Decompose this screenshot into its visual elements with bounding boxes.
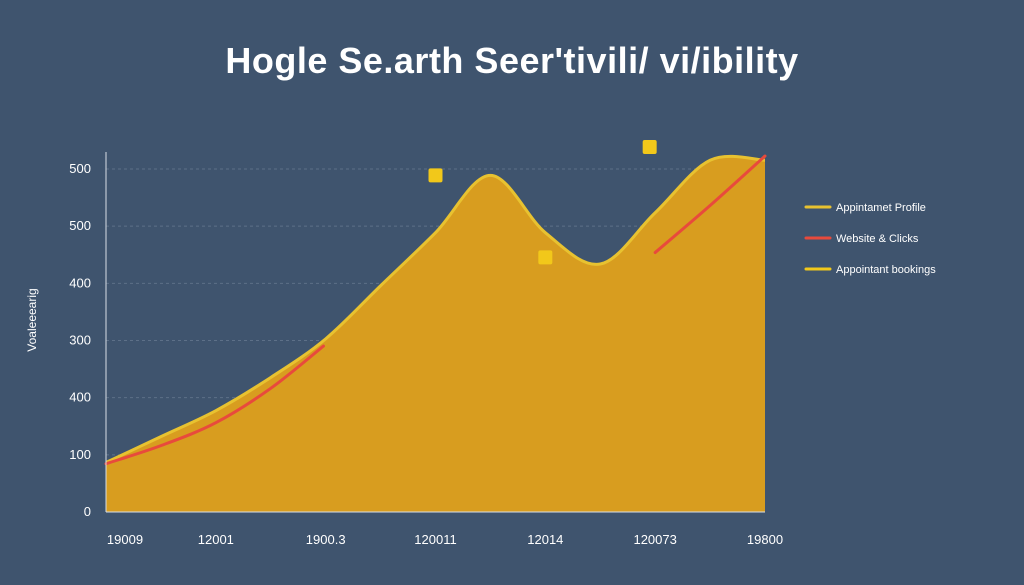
y-tick-labels: 0 100 400 300 400 500 500: [69, 161, 91, 519]
data-point-marker: [538, 250, 553, 265]
y-tick-label: 500: [69, 218, 91, 233]
line-segment-0: [104, 344, 325, 466]
legend-label: Website & Clicks: [836, 233, 919, 245]
x-tick-label: 19800: [747, 532, 783, 547]
data-point-marker: [428, 168, 443, 183]
y-tick-label: 500: [69, 161, 91, 176]
chart-title: Hogle Se.arth Seer'tivili/ vi/ibility: [225, 40, 799, 81]
x-tick-label: 12014: [527, 532, 563, 547]
y-tick-label: 400: [69, 275, 91, 290]
x-tick-label: 19009: [107, 532, 143, 547]
y-tick-label: 0: [84, 504, 91, 519]
data-point-marker: [642, 139, 657, 154]
area-fill-series-0: [106, 156, 765, 512]
legend: Appintamet Profile Website & Clicks Appoin…: [804, 202, 936, 276]
y-tick-label: 400: [69, 390, 91, 405]
x-tick-label: 120073: [633, 532, 676, 547]
x-tick-label: 12001: [198, 532, 234, 547]
x-tick-label: 1900.3: [306, 532, 346, 547]
area-layer: [106, 156, 765, 512]
area-line-series-0: [105, 154, 766, 464]
legend-label: Appintamet Profile: [836, 202, 926, 214]
line-layer: [104, 154, 767, 466]
x-tick-label: 120011: [414, 532, 456, 547]
line-segment-1: [653, 154, 767, 255]
axes: [105, 152, 765, 513]
marker-layer: [428, 139, 657, 265]
y-tick-label: 300: [69, 333, 91, 348]
y-axis-label: Voaleeearig: [25, 288, 39, 351]
x-tick-labels: 19009 12001 1900.3 120011 12014 120073 19800: [107, 532, 783, 547]
legend-label: Appointant bookings: [836, 264, 936, 276]
y-tick-label: 100: [69, 447, 91, 462]
